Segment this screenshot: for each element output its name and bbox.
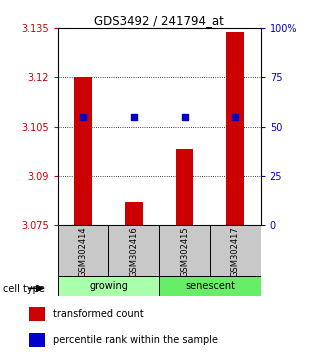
Bar — [125, 202, 143, 225]
Text: cell type: cell type — [3, 284, 45, 293]
Point — [233, 114, 238, 120]
Bar — [109, 225, 159, 278]
Bar — [226, 32, 244, 225]
Text: GSM302415: GSM302415 — [180, 226, 189, 277]
Bar — [58, 276, 159, 296]
Text: GSM302416: GSM302416 — [129, 226, 138, 277]
Text: percentile rank within the sample: percentile rank within the sample — [53, 335, 218, 345]
Bar — [29, 307, 45, 321]
Bar — [176, 149, 193, 225]
Title: GDS3492 / 241794_at: GDS3492 / 241794_at — [94, 14, 224, 27]
Bar — [159, 225, 210, 278]
Bar — [159, 276, 261, 296]
Text: GSM302414: GSM302414 — [79, 226, 88, 277]
Text: senescent: senescent — [185, 281, 235, 291]
Text: GSM302417: GSM302417 — [231, 226, 240, 277]
Point — [131, 114, 137, 120]
Bar — [29, 333, 45, 347]
Point — [182, 114, 187, 120]
Text: transformed count: transformed count — [53, 309, 144, 319]
Point — [81, 114, 86, 120]
Text: growing: growing — [89, 281, 128, 291]
Bar — [210, 225, 261, 278]
Bar — [74, 78, 92, 225]
Bar — [58, 225, 109, 278]
